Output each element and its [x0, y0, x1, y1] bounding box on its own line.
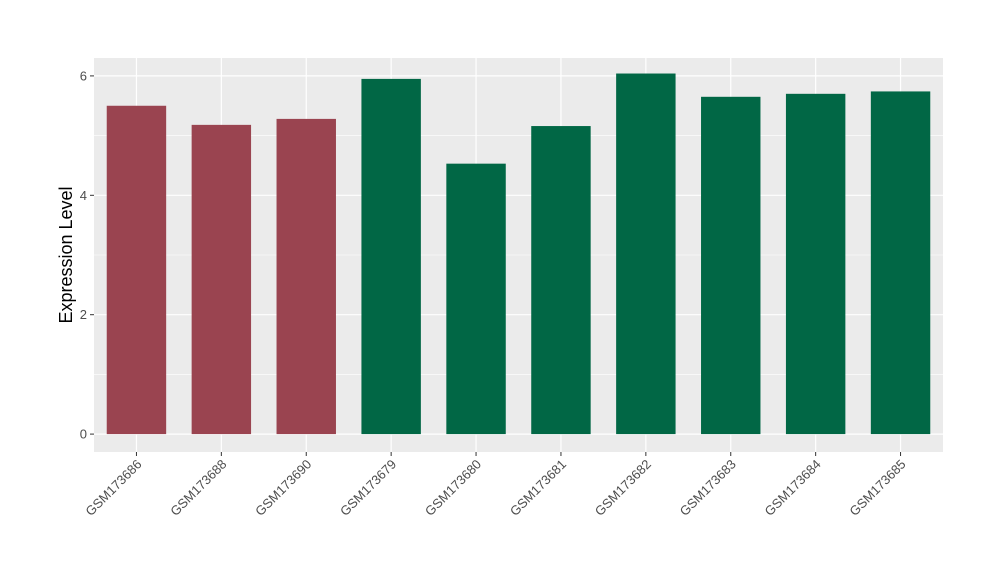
- x-tick-label: GSM173681: [507, 457, 569, 519]
- bar-GSM173685: [870, 91, 931, 435]
- bar-GSM173688: [191, 124, 252, 435]
- bar-GSM173690: [276, 118, 336, 435]
- bar-GSM173681: [531, 126, 591, 435]
- bar-GSM173679: [361, 78, 421, 435]
- x-tick-label: GSM173690: [252, 457, 314, 519]
- x-tick-label: GSM173684: [762, 457, 824, 519]
- x-tick-label: GSM173688: [167, 457, 229, 519]
- y-tick-label: 2: [80, 307, 87, 322]
- x-tick-label: GSM173685: [846, 457, 908, 519]
- bar-GSM173680: [446, 163, 506, 435]
- bars: [106, 73, 931, 435]
- x-tick-label: GSM173680: [422, 457, 484, 519]
- bar-GSM173682: [616, 73, 676, 435]
- y-axis-title: Expression Level: [56, 186, 76, 323]
- y-axis: 0 2 4 6: [80, 68, 94, 442]
- bar-GSM173684: [785, 93, 846, 435]
- x-axis: GSM173686 GSM173688 GSM173690 GSM173679 GSM1…: [82, 452, 909, 519]
- x-tick-label: GSM173683: [677, 457, 739, 519]
- y-tick-label: 0: [80, 427, 87, 442]
- x-tick-label: GSM173682: [592, 457, 654, 519]
- x-tick-label: GSM173686: [82, 457, 144, 519]
- bar-GSM173683: [701, 96, 761, 435]
- y-tick-label: 4: [80, 188, 87, 203]
- bar-GSM173686: [106, 105, 167, 435]
- x-tick-label: GSM173679: [337, 457, 399, 519]
- y-tick-label: 6: [80, 68, 87, 83]
